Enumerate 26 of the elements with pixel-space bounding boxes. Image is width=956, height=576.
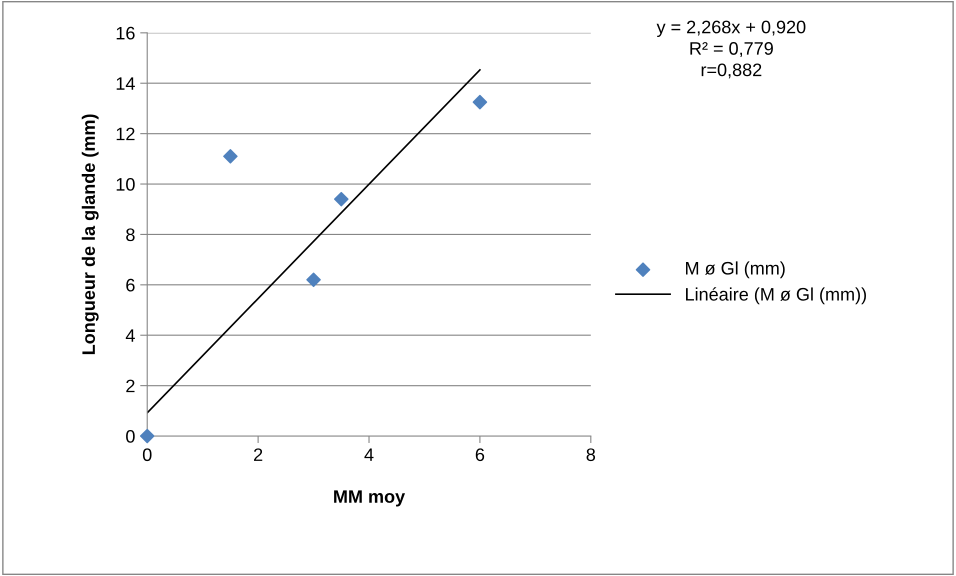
legend-label: M ø Gl (mm) <box>686 261 785 278</box>
point <box>334 192 349 206</box>
x-axis-title: MM moy <box>334 490 406 506</box>
x-tick-label: 0 <box>142 448 152 462</box>
text: y = 2,268x + 0,920 <box>656 20 806 37</box>
x-tick-label: 8 <box>586 448 596 462</box>
y-tick-label: 14 <box>116 77 135 90</box>
y-tick-label: 8 <box>126 228 135 242</box>
y-tick-label: 4 <box>126 329 135 342</box>
legend-label: Linéaire (M ø Gl (mm)) <box>686 287 866 304</box>
point <box>306 272 321 288</box>
x-tick-label: 2 <box>254 448 262 461</box>
point <box>472 94 488 110</box>
y-tick-label: 2 <box>126 380 135 392</box>
y-tick-label: 12 <box>116 128 135 140</box>
y-tick-label: 6 <box>126 278 135 292</box>
point <box>223 149 238 164</box>
x-tick-label: 4 <box>364 448 374 461</box>
y-tick-label: 16 <box>116 26 135 40</box>
point <box>140 428 155 444</box>
x-tick-label: 6 <box>476 448 484 462</box>
text: R² = 0,779 <box>690 42 773 57</box>
text: r=0,882 <box>702 63 762 78</box>
y-axis-title: Longueur de la glande (mm) <box>82 114 99 354</box>
y-tick-label: 0 <box>126 430 135 443</box>
y-tick-label: 10 <box>116 178 135 191</box>
